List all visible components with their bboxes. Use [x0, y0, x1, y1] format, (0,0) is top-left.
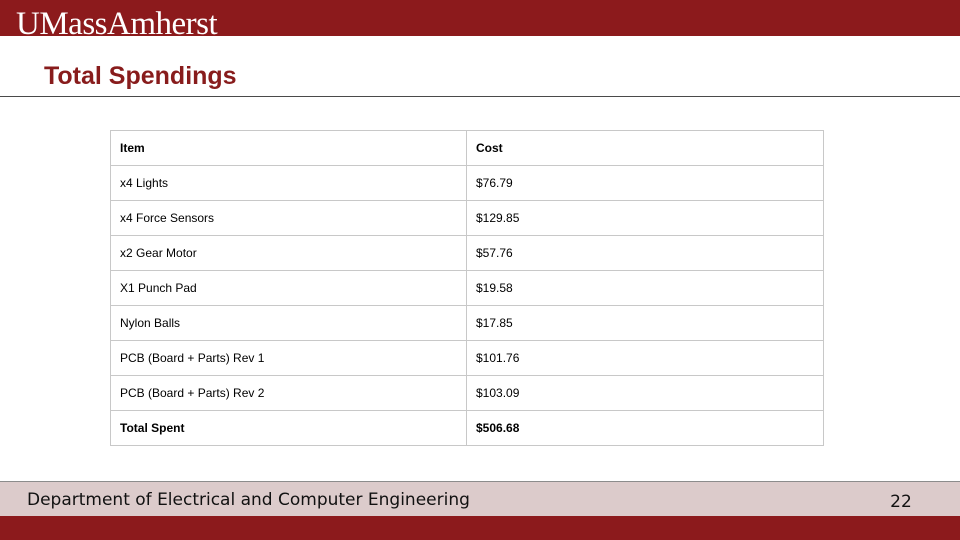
cost-cell: $57.76: [466, 235, 824, 271]
cost-cell: $17.85: [466, 305, 824, 341]
total-label: Total Spent: [110, 410, 467, 446]
item-cell: PCB (Board + Parts) Rev 1: [110, 340, 467, 376]
header-bar: UMassAmherst: [0, 0, 960, 36]
item-cell: x2 Gear Motor: [110, 235, 467, 271]
cost-cell: $19.58: [466, 270, 824, 306]
item-cell: x4 Force Sensors: [110, 200, 467, 236]
item-cell: x4 Lights: [110, 165, 467, 201]
table-row: PCB (Board + Parts) Rev 1 $101.76: [110, 340, 824, 376]
department-name: Department of Electrical and Computer En…: [27, 490, 470, 510]
cost-cell: $76.79: [466, 165, 824, 201]
header-cost: Cost: [466, 130, 824, 166]
table-row: Nylon Balls $17.85: [110, 305, 824, 341]
item-cell: Nylon Balls: [110, 305, 467, 341]
cost-cell: $101.76: [466, 340, 824, 376]
item-cell: X1 Punch Pad: [110, 270, 467, 306]
table-row: PCB (Board + Parts) Rev 2 $103.09: [110, 375, 824, 411]
page-number: 22: [890, 492, 912, 512]
table-row: X1 Punch Pad $19.58: [110, 270, 824, 306]
footer-band: [0, 481, 960, 517]
title-divider: [0, 96, 960, 97]
table-row: x4 Force Sensors $129.85: [110, 200, 824, 236]
cost-cell: $103.09: [466, 375, 824, 411]
total-cost: $506.68: [466, 410, 824, 446]
spendings-table: Item Cost x4 Lights $76.79 x4 Force Sens…: [110, 130, 824, 446]
umass-logo: UMassAmherst: [16, 6, 218, 37]
table-total-row: Total Spent $506.68: [110, 410, 824, 446]
table-row: x2 Gear Motor $57.76: [110, 235, 824, 271]
bottom-bar: [0, 516, 960, 540]
item-cell: PCB (Board + Parts) Rev 2: [110, 375, 467, 411]
cost-cell: $129.85: [466, 200, 824, 236]
table-header-row: Item Cost: [110, 130, 824, 166]
table-row: x4 Lights $76.79: [110, 165, 824, 201]
header-item: Item: [110, 130, 467, 166]
slide-title: Total Spendings: [44, 62, 237, 90]
